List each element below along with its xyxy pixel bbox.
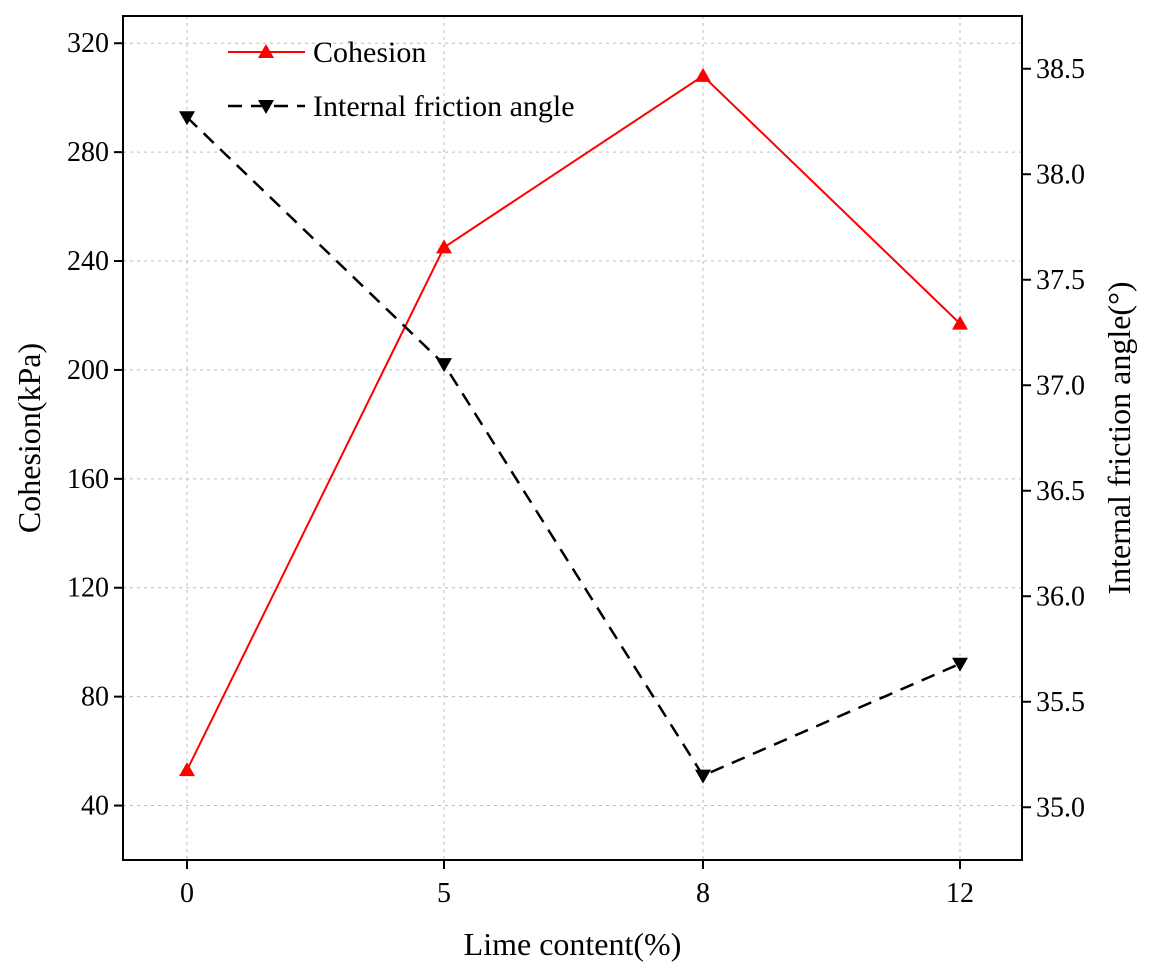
right-y-tick-label: 36.5	[1036, 476, 1085, 507]
data-point	[436, 239, 452, 254]
legend-marker	[258, 44, 274, 58]
data-point	[952, 657, 968, 672]
left-y-tick-label: 240	[67, 246, 109, 277]
right-y-tick-label: 38.0	[1036, 159, 1085, 190]
x-tick-label: 12	[946, 878, 974, 909]
series-line	[186, 116, 961, 778]
left-y-tick-label: 120	[67, 573, 109, 604]
data-point	[179, 762, 195, 777]
x-axis: 0 5 8 12	[180, 860, 974, 909]
right-y-tick-label: 37.5	[1036, 265, 1085, 296]
left-y-tick-label: 80	[81, 682, 109, 713]
right-y-axis-title: Internal friction angle(°)	[1101, 281, 1137, 594]
right-y-tick-label: 35.0	[1036, 792, 1085, 823]
data-point	[695, 769, 711, 784]
x-tick-label: 8	[696, 878, 710, 909]
right-y-tick-label: 38.5	[1036, 54, 1085, 85]
data-point	[952, 315, 968, 330]
legend-item-cohesion: Cohesion	[228, 36, 426, 69]
legend: Cohesion Internal friction angle	[228, 36, 575, 123]
legend-label: Cohesion	[313, 36, 426, 69]
data-point	[695, 67, 711, 82]
left-y-tick-label: 320	[67, 28, 109, 59]
plot-frame	[122, 15, 1023, 861]
grid	[123, 16, 1022, 860]
data-point	[436, 358, 452, 373]
series-line	[186, 74, 961, 771]
series-internal-friction-angle	[179, 111, 968, 784]
right-y-tick-label: 36.0	[1036, 581, 1085, 612]
legend-item-internal-friction-angle: Internal friction angle	[228, 90, 575, 123]
x-axis-title: Lime content(%)	[464, 926, 682, 962]
x-tick-label: 5	[437, 878, 451, 909]
right-y-axis: 35.0 35.5 36.0 36.5 37.0 37.5 38.0 38.5	[1022, 54, 1085, 823]
left-y-axis-title: Cohesion(kPa)	[11, 343, 47, 533]
legend-marker	[258, 100, 274, 114]
data-point	[179, 111, 195, 126]
x-tick-label: 0	[180, 878, 194, 909]
series-layer	[179, 67, 968, 784]
right-y-tick-label: 37.0	[1036, 370, 1085, 401]
left-y-axis: 40 80 120 160 200 240 280 320	[67, 28, 123, 822]
right-y-tick-label: 35.5	[1036, 687, 1085, 718]
left-y-tick-label: 160	[67, 464, 109, 495]
left-y-tick-label: 200	[67, 355, 109, 386]
legend-label: Internal friction angle	[313, 90, 575, 123]
left-y-tick-label: 280	[67, 137, 109, 168]
left-y-tick-label: 40	[81, 791, 109, 822]
series-cohesion	[179, 67, 968, 777]
